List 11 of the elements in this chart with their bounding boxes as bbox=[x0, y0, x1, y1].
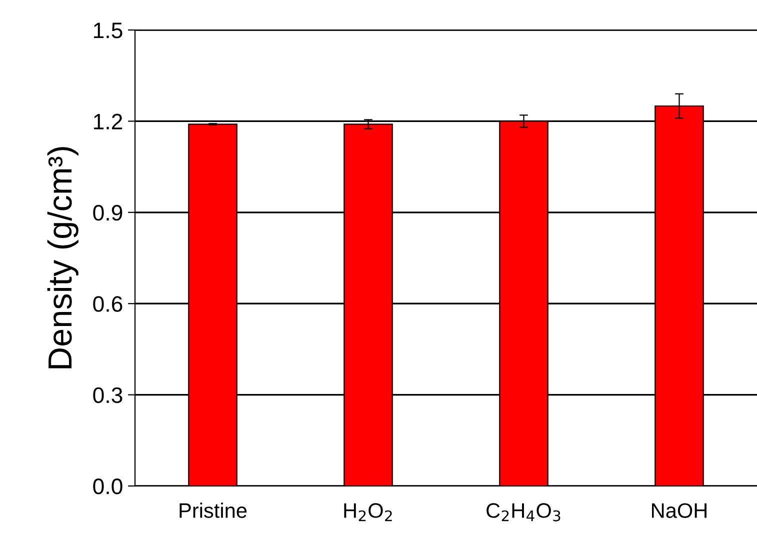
y-tick-label: 0.3 bbox=[93, 387, 122, 404]
y-tick-label: 0.9 bbox=[93, 204, 122, 221]
y-tick-label: 1.2 bbox=[94, 114, 122, 130]
y-axis-title: Density (g/cm³) bbox=[47, 147, 78, 368]
x-tick-label: C$_{2}$H$_{4}$O$_{3}$ bbox=[486, 503, 560, 522]
x-tick-label: H$_{2}$O$_{2}$ bbox=[344, 503, 392, 522]
x-tick-label: NaOH bbox=[652, 503, 706, 518]
x-tick-label: Pristine bbox=[180, 502, 247, 518]
y-tick-label: 0.0 bbox=[93, 478, 122, 494]
y-tick-label: 1.5 bbox=[94, 22, 122, 38]
y-tick-label: 0.6 bbox=[93, 296, 122, 312]
